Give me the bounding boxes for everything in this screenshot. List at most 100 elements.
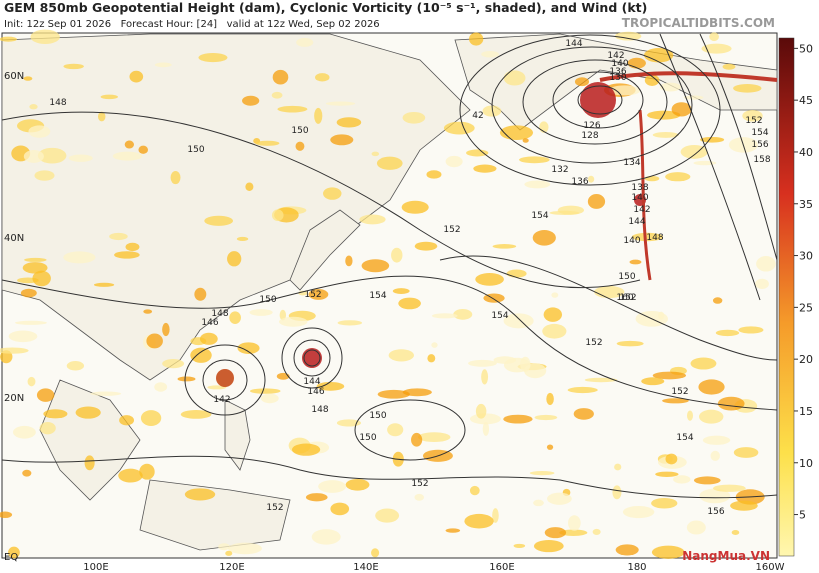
contour-label: 160 [616, 293, 633, 303]
vorticity-patch [453, 308, 473, 320]
vortex-core [216, 369, 234, 387]
vorticity-patch [533, 540, 564, 553]
vorticity-patch [154, 62, 172, 68]
lat-label: 20N [4, 393, 24, 404]
vorticity-patch [612, 485, 622, 500]
contour-label: 148 [211, 309, 228, 319]
vorticity-patch [249, 309, 273, 316]
vorticity-patch [709, 32, 719, 42]
vortex-core [580, 82, 616, 118]
vorticity-patch [308, 289, 329, 300]
contour-label: 154 [676, 433, 693, 443]
vorticity-patch [139, 463, 155, 480]
vorticity-patch [542, 323, 567, 339]
vorticity-patch [0, 347, 29, 354]
vorticity-patch [375, 508, 400, 523]
contour [439, 255, 778, 361]
contour [1, 455, 778, 499]
vorticity-patch [693, 476, 721, 485]
contour-label: 130 [609, 73, 626, 83]
vorticity-patch [227, 251, 242, 267]
vorticity-patch [532, 229, 556, 246]
contour-label: 144 [303, 377, 320, 387]
vorticity-patch [392, 288, 410, 294]
vorticity-patch [722, 63, 736, 70]
watermark: NangMua.VN [682, 549, 770, 563]
vorticity-patch [325, 101, 356, 106]
vorticity-patch [272, 69, 289, 85]
lon-label: 120E [219, 562, 244, 573]
vorticity-patch [345, 478, 370, 491]
contour [1, 111, 641, 289]
contour [459, 34, 721, 186]
vorticity-patch [551, 292, 559, 298]
contour-label: 152 [266, 503, 283, 513]
vorticity-patch [37, 147, 67, 164]
vorticity-patch [207, 385, 227, 390]
vorticity-patch [204, 215, 234, 226]
vorticity-patch [93, 282, 115, 287]
contour-label: 154 [751, 128, 768, 138]
vorticity-patch [699, 488, 731, 504]
vorticity-patch [543, 307, 563, 322]
vorticity-patch [28, 125, 51, 138]
vorticity-patch [271, 91, 283, 99]
vorticity-patch [524, 180, 551, 189]
contour [293, 339, 331, 377]
vorticity-patch [24, 257, 47, 262]
vorticity-patch [544, 527, 567, 539]
vorticity-patch [229, 311, 241, 325]
colorbar-tick-label: 45 [799, 94, 813, 107]
vorticity-patch [629, 259, 642, 265]
vorticity-patch [414, 241, 438, 251]
vorticity-patch [641, 377, 665, 386]
vorticity-patch [84, 455, 95, 471]
vorticity-patch [503, 313, 534, 329]
vorticity-patch [34, 170, 55, 181]
contour-label: 146 [307, 387, 324, 397]
contour-label: 140 [611, 59, 628, 69]
vorticity-patch [698, 379, 725, 395]
vorticity-patch [271, 209, 284, 222]
vorticity-patch [702, 435, 731, 445]
lon-label: 180 [627, 562, 646, 573]
contour-label: 152 [411, 479, 428, 489]
contour [1, 275, 778, 411]
vorticity-patch [371, 151, 380, 157]
vorticity-shading [0, 29, 778, 559]
vorticity-patch [109, 232, 128, 241]
vorticity-patch [315, 73, 330, 82]
contour-label: 156 [707, 507, 724, 517]
height-contours [1, 33, 778, 499]
vorticity-patch [336, 117, 362, 128]
vorticity-patch [0, 511, 13, 519]
vorticity-patch [260, 393, 279, 404]
vorticity-patch [361, 259, 390, 273]
vorticity-patch [177, 376, 196, 382]
vorticity-patch [426, 170, 442, 179]
vorticity-patch [533, 499, 544, 507]
contour-label: 152 [585, 338, 602, 348]
vorticity-patch [499, 125, 534, 140]
colorbar-tick-label: 10 [799, 457, 813, 470]
vorticity-patch [712, 484, 746, 492]
colorbar-tick-label: 35 [799, 198, 813, 211]
vorticity-patch [255, 140, 280, 146]
vorticity-patch [22, 469, 32, 477]
vorticity-patch [482, 105, 502, 117]
vorticity-patch [529, 470, 555, 476]
contour-label: 152 [443, 225, 460, 235]
vorticity-patch [700, 136, 725, 143]
contour-label: 150 [359, 433, 376, 443]
japan [289, 209, 361, 291]
vorticity-patch [225, 550, 233, 556]
vorticity-patch [114, 251, 140, 259]
vorticity-patch [218, 543, 230, 551]
vorticity-patch [475, 272, 504, 286]
vorticity-patch [616, 340, 644, 347]
vorticity-patch [330, 502, 350, 516]
vorticity-patch [291, 443, 321, 456]
vorticity-patch [32, 270, 51, 287]
vorticity-patch [546, 444, 554, 450]
contour-label: 134 [623, 158, 640, 168]
